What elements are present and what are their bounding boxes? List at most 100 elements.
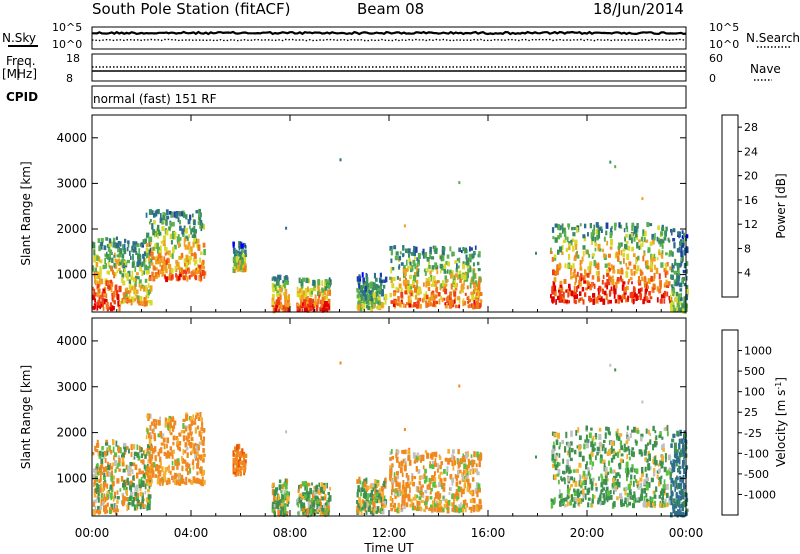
power-cell-8-589 [580, 260, 583, 264]
velocity-cell-3-73 [241, 460, 245, 466]
velocity-cell-7-72 [389, 473, 392, 480]
velocity-cell-1-85 [122, 468, 126, 473]
power-cell-8-507 [642, 299, 645, 305]
velocity-cell-2-228 [192, 420, 195, 425]
velocity-cell-8-88 [551, 431, 554, 436]
power-cell-8-641 [592, 299, 596, 305]
power-cell-3-72 [244, 253, 248, 257]
power-cell-7-219 [476, 261, 480, 266]
power-cell-6-145 [368, 290, 372, 295]
power-cell-2-166 [155, 267, 158, 271]
velocity-cell-5-85 [309, 487, 312, 492]
velocity-cell-5-80 [317, 490, 321, 496]
power-cell-8-369 [628, 279, 631, 283]
velocity-cell-5-181 [306, 510, 309, 517]
power-cell-0-114 [98, 304, 100, 309]
velocity-cell-2-204 [194, 452, 196, 459]
power-cell-7-330 [471, 253, 474, 257]
power-cell-3-6 [240, 249, 243, 256]
power-cell-7-392 [405, 268, 409, 272]
velocity-cell-2-20 [146, 467, 148, 472]
velocity-cell-7-477 [390, 503, 392, 508]
power-cell-2-66 [149, 221, 151, 225]
power-cell-7-353 [469, 282, 472, 289]
velocity-cell-4-89 [285, 492, 289, 499]
power-cell-8-148 [621, 284, 625, 291]
power-cell-8-571 [599, 226, 602, 231]
power-cell-9-86 [681, 235, 684, 239]
velocity-cell-7-390 [431, 500, 434, 506]
power-cell-7-396 [392, 291, 396, 297]
power-cell-8-469 [610, 239, 614, 246]
power-cell-8-105 [633, 253, 636, 257]
velocity-cell-7-381 [402, 450, 406, 454]
velocity-cell-7-287 [407, 455, 411, 461]
power-cell-7-491 [414, 286, 417, 293]
power-cell-8-72 [579, 291, 582, 296]
velocity-cell-7-283 [470, 454, 473, 459]
power-cell-2-237 [188, 256, 192, 261]
velocity-cell-6-162 [369, 511, 373, 515]
power-cell-7-239 [408, 290, 411, 295]
power-cell-6-114 [362, 294, 366, 300]
velocity-cell-7-450 [400, 460, 404, 467]
velocity-cell-7-486 [436, 503, 439, 511]
power-cell-1-106 [128, 279, 131, 284]
velocity-cell-8-292 [551, 457, 554, 462]
velocity-cell-1-166 [129, 485, 132, 490]
velocity-cell-1-143 [139, 447, 143, 453]
velocity-cell-8-66 [611, 483, 614, 488]
power-cell-3-65 [237, 265, 241, 272]
velocity-cell-6-76 [380, 500, 383, 505]
power-cell-1-184 [147, 249, 150, 255]
velocity-cell-8-113 [632, 480, 635, 487]
power-cell-7-472 [414, 264, 416, 270]
velocity-cell-2-93 [185, 463, 189, 467]
power-cell-7-429 [397, 296, 400, 302]
velocity-cell-2-320 [163, 471, 167, 475]
power-cell-8-540 [621, 294, 625, 300]
velocity-cell-7-315 [391, 483, 394, 490]
power-cell-1-167 [132, 296, 135, 303]
power-cell-1-90 [123, 260, 127, 266]
power-cell-1-204 [127, 290, 130, 294]
velocity-cell-7-211 [462, 453, 464, 457]
power-cell-8-431 [620, 269, 624, 275]
power-colorbar-label-4: 12 [744, 218, 758, 231]
velocity-cell-8-517 [602, 493, 606, 499]
velocity-cell-8-185 [641, 471, 644, 478]
power-cell-8-536 [653, 237, 656, 241]
velocity-cell-0-175 [113, 455, 115, 461]
velocity-cell-6-131 [357, 485, 360, 491]
velocity-cell-7-459 [457, 462, 460, 469]
power-cell-0-58 [92, 292, 96, 296]
power-cell-7-363 [409, 261, 412, 266]
velocity-cell-7-1 [393, 490, 396, 497]
power-cell-1-108 [120, 259, 123, 265]
power-cell-5-130 [308, 302, 311, 308]
velocity-cell-9-107 [678, 455, 681, 459]
velocity-cell-6-49 [378, 509, 382, 514]
power-cell-8-412 [588, 266, 592, 271]
power-cell-6-29 [368, 297, 372, 304]
power-cell-8-170 [585, 249, 588, 255]
velocity-cell-6-154 [361, 506, 364, 510]
power-cell-7-254 [428, 296, 432, 304]
velocity-point-2 [614, 368, 617, 372]
velocity-cell-5-96 [323, 496, 327, 501]
power-cell-0-111 [103, 298, 106, 305]
velocity-cell-5-184 [304, 494, 307, 498]
velocity-cell-7-141 [389, 495, 392, 501]
power-cell-1-125 [130, 300, 133, 306]
velocity-cell-8-118 [613, 469, 616, 474]
velocity-cell-8-472 [638, 449, 642, 455]
velocity-cell-3-47 [235, 453, 238, 459]
velocity-cell-7-441 [395, 456, 399, 463]
velocity-cell-8-214 [626, 469, 630, 475]
velocity-cell-8-194 [653, 441, 657, 448]
power-cell-8-50 [623, 228, 626, 233]
velocity-cell-5-83 [301, 481, 305, 487]
velocity-cell-7-203 [391, 463, 394, 468]
power-cell-4-64 [286, 300, 290, 305]
velocity-cell-8-251 [588, 432, 592, 439]
